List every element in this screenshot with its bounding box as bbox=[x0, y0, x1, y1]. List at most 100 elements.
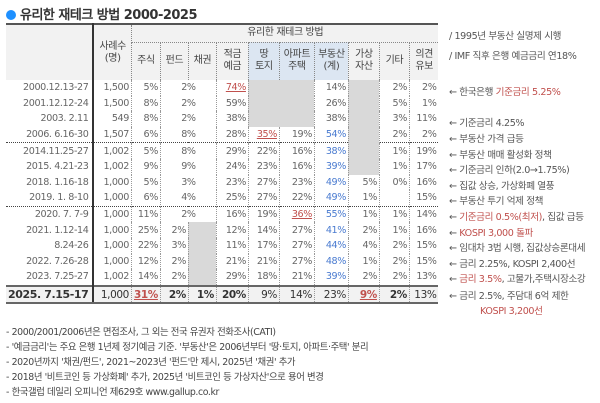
date-cell: 2023. 7.25-27 bbox=[6, 269, 95, 286]
realestate-cell: 41% bbox=[313, 222, 349, 238]
date-cell: 2025. 7.15-17 bbox=[6, 284, 95, 305]
dk-cell: 16% bbox=[408, 174, 439, 191]
deposit-cell: 23% bbox=[215, 174, 249, 191]
stock-cell: 6% bbox=[130, 126, 161, 143]
na-cell bbox=[187, 222, 217, 286]
dk-cell: 15% bbox=[408, 253, 439, 270]
n-cell: 1,002 bbox=[92, 269, 132, 286]
table-row: 2022. 7.26-28 1,000 12% 2% 21% 21% 27% 4… bbox=[6, 253, 439, 270]
land-cell: 27% bbox=[247, 190, 280, 207]
dk-cell: 16% bbox=[408, 222, 439, 238]
stock-cell: 6% bbox=[130, 190, 161, 207]
row-note: ← 기준금리 0.5%(최저), 집값 급등 bbox=[449, 212, 584, 223]
land-cell: 19% bbox=[247, 205, 280, 223]
realestate-cell: 39% bbox=[313, 269, 349, 286]
fund-cell: 2% bbox=[159, 269, 189, 286]
dk-cell: 13% bbox=[408, 269, 439, 286]
table-row: 8.24-26 1,000 22% 3% 11% 17% 27% 44% 4% … bbox=[6, 237, 439, 254]
col-realestate: 부동산 (계) bbox=[313, 42, 349, 80]
etc-cell bbox=[378, 190, 410, 207]
apt-cell: 27% bbox=[278, 237, 315, 254]
realestate-cell: 38% bbox=[313, 111, 349, 127]
realestate-cell: 44% bbox=[313, 237, 349, 254]
land-cell: 9% bbox=[247, 284, 280, 305]
table-row: 2003. 2.11 549 8% 2% 38% 38% 3% 11% bbox=[6, 111, 439, 127]
fund-bond-cell: 8% bbox=[159, 126, 217, 143]
n-cell: 1,000 bbox=[92, 205, 132, 223]
realestate-cell: 38% bbox=[313, 142, 349, 159]
realestate-cell: 49% bbox=[313, 174, 349, 191]
etc-cell: 2% bbox=[378, 253, 410, 270]
na-cell bbox=[347, 80, 380, 159]
fund-cell: 3% bbox=[159, 237, 189, 254]
stock-cell: 5% bbox=[130, 142, 161, 159]
date-cell: 2003. 2.11 bbox=[6, 111, 95, 127]
date-cell: 2000.12.13-27 bbox=[6, 80, 95, 96]
footnote: - 2018년 '비트코인 등 가상화폐' 추가, 2025년 '비트코인 등 … bbox=[6, 372, 324, 383]
crypto-cell: 2% bbox=[347, 222, 380, 238]
n-cell: 1,500 bbox=[92, 80, 132, 96]
deposit-cell: 74% bbox=[215, 80, 249, 96]
etc-cell: 2% bbox=[378, 237, 410, 254]
apt-cell: 16% bbox=[278, 158, 315, 175]
apt-cell: 22% bbox=[278, 190, 315, 207]
table-row: 2014.11.25-27 1,002 5% 8% 29% 22% 16% 38… bbox=[6, 142, 439, 159]
realestate-cell: 14% bbox=[313, 80, 349, 96]
deposit-cell: 24% bbox=[215, 158, 249, 175]
date-header bbox=[6, 23, 95, 80]
apt-cell: 16% bbox=[278, 142, 315, 159]
deposit-cell: 59% bbox=[215, 95, 249, 112]
stock-cell: 8% bbox=[130, 95, 161, 112]
table-row: 2019. 1. 8-10 1,000 6% 4% 25% 27% 22% 49… bbox=[6, 190, 439, 207]
dk-cell: 2% bbox=[408, 80, 439, 96]
apt-cell: 27% bbox=[278, 253, 315, 270]
etc-cell: 2% bbox=[378, 284, 410, 305]
etc-cell: 5% bbox=[378, 95, 410, 112]
table-row: 2000.12.13-27 1,500 5% 2% 74% 14% 2% 2% bbox=[6, 80, 439, 159]
date-cell: 2020. 7. 7-9 bbox=[6, 205, 95, 223]
table-row-latest: 2025. 7.15-17 1,000 31% 2% 1% 20% 9% 14%… bbox=[6, 284, 439, 305]
dk-cell: 11% bbox=[408, 111, 439, 127]
footnote: - '예금금리'는 주요 은행 1년제 정기예금 기준. '부동산'은 2006… bbox=[6, 342, 369, 353]
group-header: 유리한 재테크 방법 bbox=[130, 23, 439, 43]
stock-cell: 5% bbox=[130, 80, 161, 96]
sample-header: 사례수 (명) bbox=[92, 23, 132, 80]
stock-cell: 31% bbox=[130, 284, 161, 305]
side-note: / 1995년 부동산 실명제 시행 bbox=[449, 31, 562, 42]
n-cell: 1,000 bbox=[92, 253, 132, 270]
row-note: ← 집값 상승, 가상화폐 열풍 bbox=[449, 181, 555, 192]
col-etc: 기타 bbox=[378, 42, 410, 80]
table-row: 2018. 1.16-18 1,000 5% 3% 23% 27% 23% 49… bbox=[6, 174, 439, 191]
deposit-cell: 28% bbox=[215, 126, 249, 143]
stock-cell: 8% bbox=[130, 111, 161, 127]
date-cell: 2001.12.12-24 bbox=[6, 95, 95, 112]
etc-cell: 2% bbox=[378, 269, 410, 286]
deposit-cell: 16% bbox=[215, 205, 249, 223]
row-note: ← 금리 2.25%, KOSPI 2,400선 bbox=[449, 259, 576, 270]
realestate-cell: 49% bbox=[313, 190, 349, 207]
row-note: ← KOSPI 3,000 돌파 bbox=[449, 228, 533, 239]
date-cell: 2022. 7.26-28 bbox=[6, 253, 95, 270]
etc-cell: 2% bbox=[378, 80, 410, 96]
land-cell: 21% bbox=[247, 253, 280, 270]
etc-cell: 1% bbox=[378, 205, 410, 223]
n-cell: 549 bbox=[92, 111, 132, 127]
stock-cell: 25% bbox=[130, 222, 161, 238]
etc-cell: 1% bbox=[378, 142, 410, 159]
table-row: 2006. 6.16-30 1,507 6% 8% 28% 35% 19% 54… bbox=[6, 126, 439, 143]
stock-cell: 11% bbox=[130, 205, 161, 223]
fund-bond-cell: 2% bbox=[159, 95, 217, 112]
realestate-cell: 48% bbox=[313, 253, 349, 270]
bullet-icon bbox=[6, 10, 16, 20]
deposit-cell: 11% bbox=[215, 237, 249, 254]
deposit-cell: 38% bbox=[215, 111, 249, 127]
investment-table: 사례수 (명) 유리한 재테크 방법 주식 펀드 채권 적금 예금 땅 토지 아… bbox=[6, 23, 439, 305]
footnotes: - 2000/2001/2006년은 면접조사, 그 외는 전국 유권자 전화조… bbox=[6, 325, 369, 400]
table-row: 2023. 7.25-27 1,002 14% 2% 29% 18% 21% 3… bbox=[6, 269, 439, 286]
col-stock: 주식 bbox=[130, 42, 161, 80]
crypto-cell: 1% bbox=[347, 190, 380, 207]
fund-cell: 2% bbox=[159, 222, 189, 238]
row-note: ← 부동산 매매 활성화 정책 bbox=[449, 150, 552, 161]
etc-cell: 2% bbox=[378, 126, 410, 143]
fund-bond-cell: 2% bbox=[159, 80, 217, 96]
